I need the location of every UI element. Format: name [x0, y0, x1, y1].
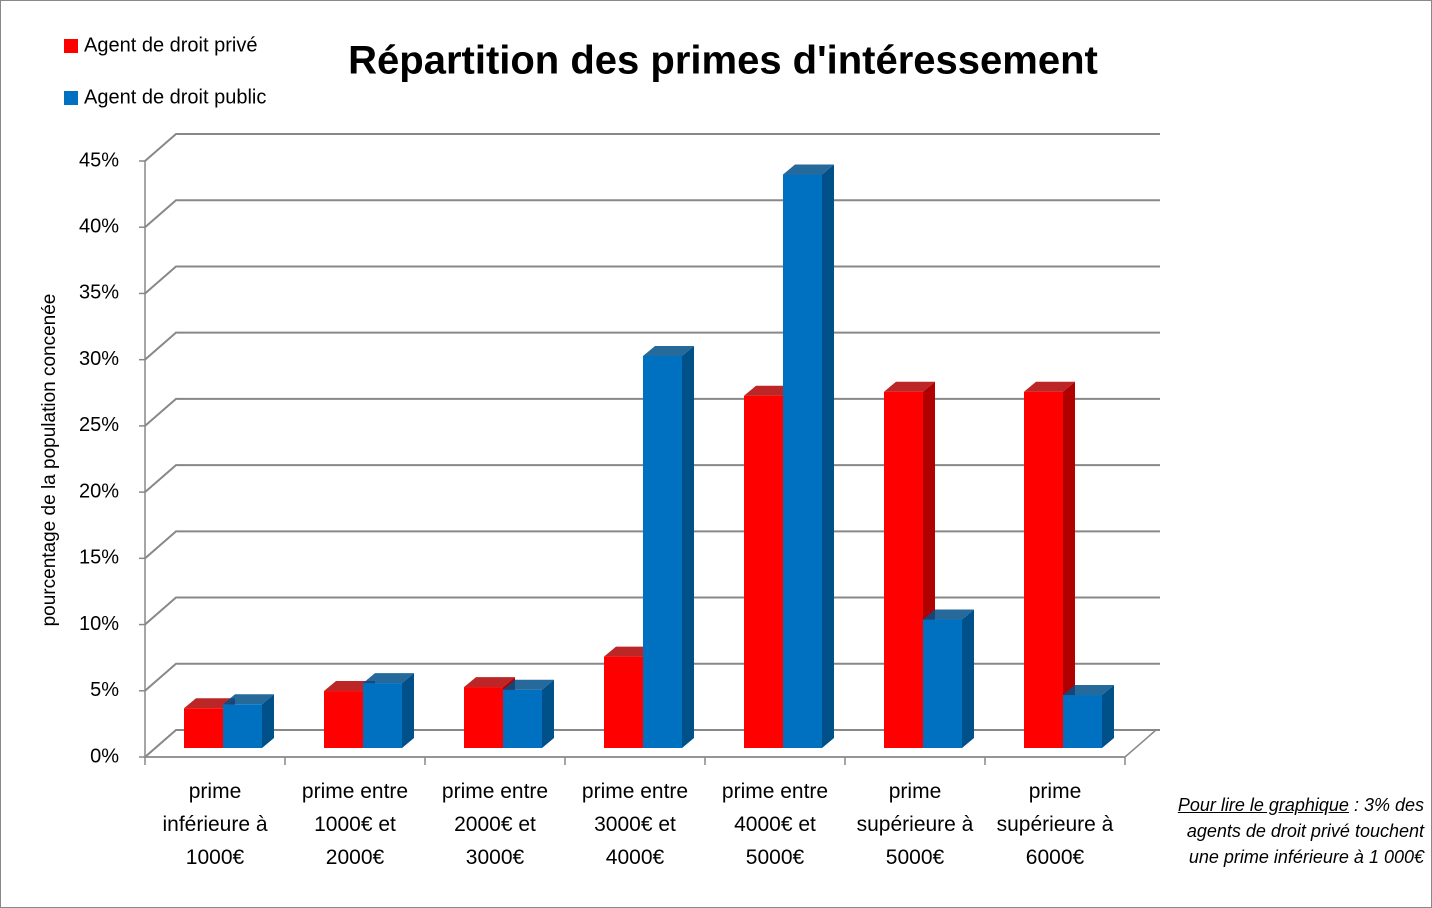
grid-line	[144, 133, 1160, 162]
bar	[1063, 695, 1102, 748]
bar-top	[464, 677, 515, 688]
x-tick-label: prime inférieure à 1000€	[162, 780, 268, 869]
y-tick-label: 15%	[79, 547, 119, 569]
x-tick-label: prime entre 3000€ et 4000€	[581, 780, 689, 869]
bar-side	[262, 694, 274, 748]
bar	[363, 683, 402, 748]
legend-swatch	[64, 91, 78, 105]
bar	[503, 689, 542, 748]
y-tick-label: 30%	[79, 348, 119, 370]
x-tick-label: prime entre 1000€ et 2000€	[301, 780, 409, 869]
y-tick-label: 45%	[79, 149, 119, 171]
bar	[923, 619, 962, 748]
bar-top	[1024, 381, 1075, 392]
bar-top	[363, 673, 414, 684]
x-tick-label: prime entre 2000€ et 3000€	[441, 780, 549, 869]
bar	[884, 391, 923, 748]
chart-title: Répartition des primes d'intéressement	[348, 39, 1098, 83]
note: Pour lire le graphique : 3% des agents d…	[1164, 792, 1424, 870]
bar-top	[923, 609, 974, 620]
bar-side	[822, 164, 834, 748]
bar-top	[604, 646, 655, 657]
bar-top	[223, 694, 274, 705]
bar	[1024, 391, 1063, 748]
bar-top	[643, 345, 694, 356]
x-tick-label: prime supérieure à 5000€	[856, 780, 974, 869]
note-text: : 3% des agents de droit privé touchent …	[1186, 795, 1424, 867]
bar	[324, 691, 363, 748]
legend-swatch	[64, 39, 78, 53]
bar-side	[542, 679, 554, 748]
bar-side	[402, 673, 414, 748]
bar	[783, 174, 822, 748]
y-tick-label: 5%	[90, 679, 119, 701]
legend-label: Agent de droit privé	[84, 34, 257, 56]
y-tick-label: 40%	[79, 216, 119, 238]
y-tick-label: 35%	[79, 282, 119, 304]
bar-side	[1102, 685, 1114, 748]
bar-top	[783, 164, 834, 175]
bar-top	[184, 698, 235, 709]
grid-line	[144, 265, 1160, 295]
bar-side	[962, 609, 974, 748]
y-tick-label: 20%	[79, 480, 119, 502]
bar-side	[682, 345, 694, 748]
bar-side	[1063, 381, 1075, 748]
bar	[184, 708, 223, 748]
bar-top	[503, 679, 554, 690]
bar	[643, 355, 682, 748]
grid-line	[144, 199, 1160, 228]
bar	[744, 395, 783, 748]
bar-top	[884, 381, 935, 392]
y-axis-label: pourcentage de la population concenée	[39, 294, 60, 627]
legend-label: Agent de droit public	[84, 86, 266, 108]
y-tick-label: 25%	[79, 414, 119, 436]
bar	[464, 687, 503, 748]
bar-top	[1063, 685, 1114, 696]
y-tick-label: 0%	[90, 745, 119, 767]
x-tick-label: prime entre 4000€ et 5000€	[721, 780, 829, 869]
bar	[604, 656, 643, 748]
y-tick-label: 10%	[79, 613, 119, 635]
note-heading: Pour lire le graphique	[1177, 795, 1349, 815]
bar-top	[744, 385, 795, 396]
bar	[223, 704, 262, 748]
x-tick-label: prime supérieure à 6000€	[996, 780, 1114, 869]
bar-top	[324, 681, 375, 692]
